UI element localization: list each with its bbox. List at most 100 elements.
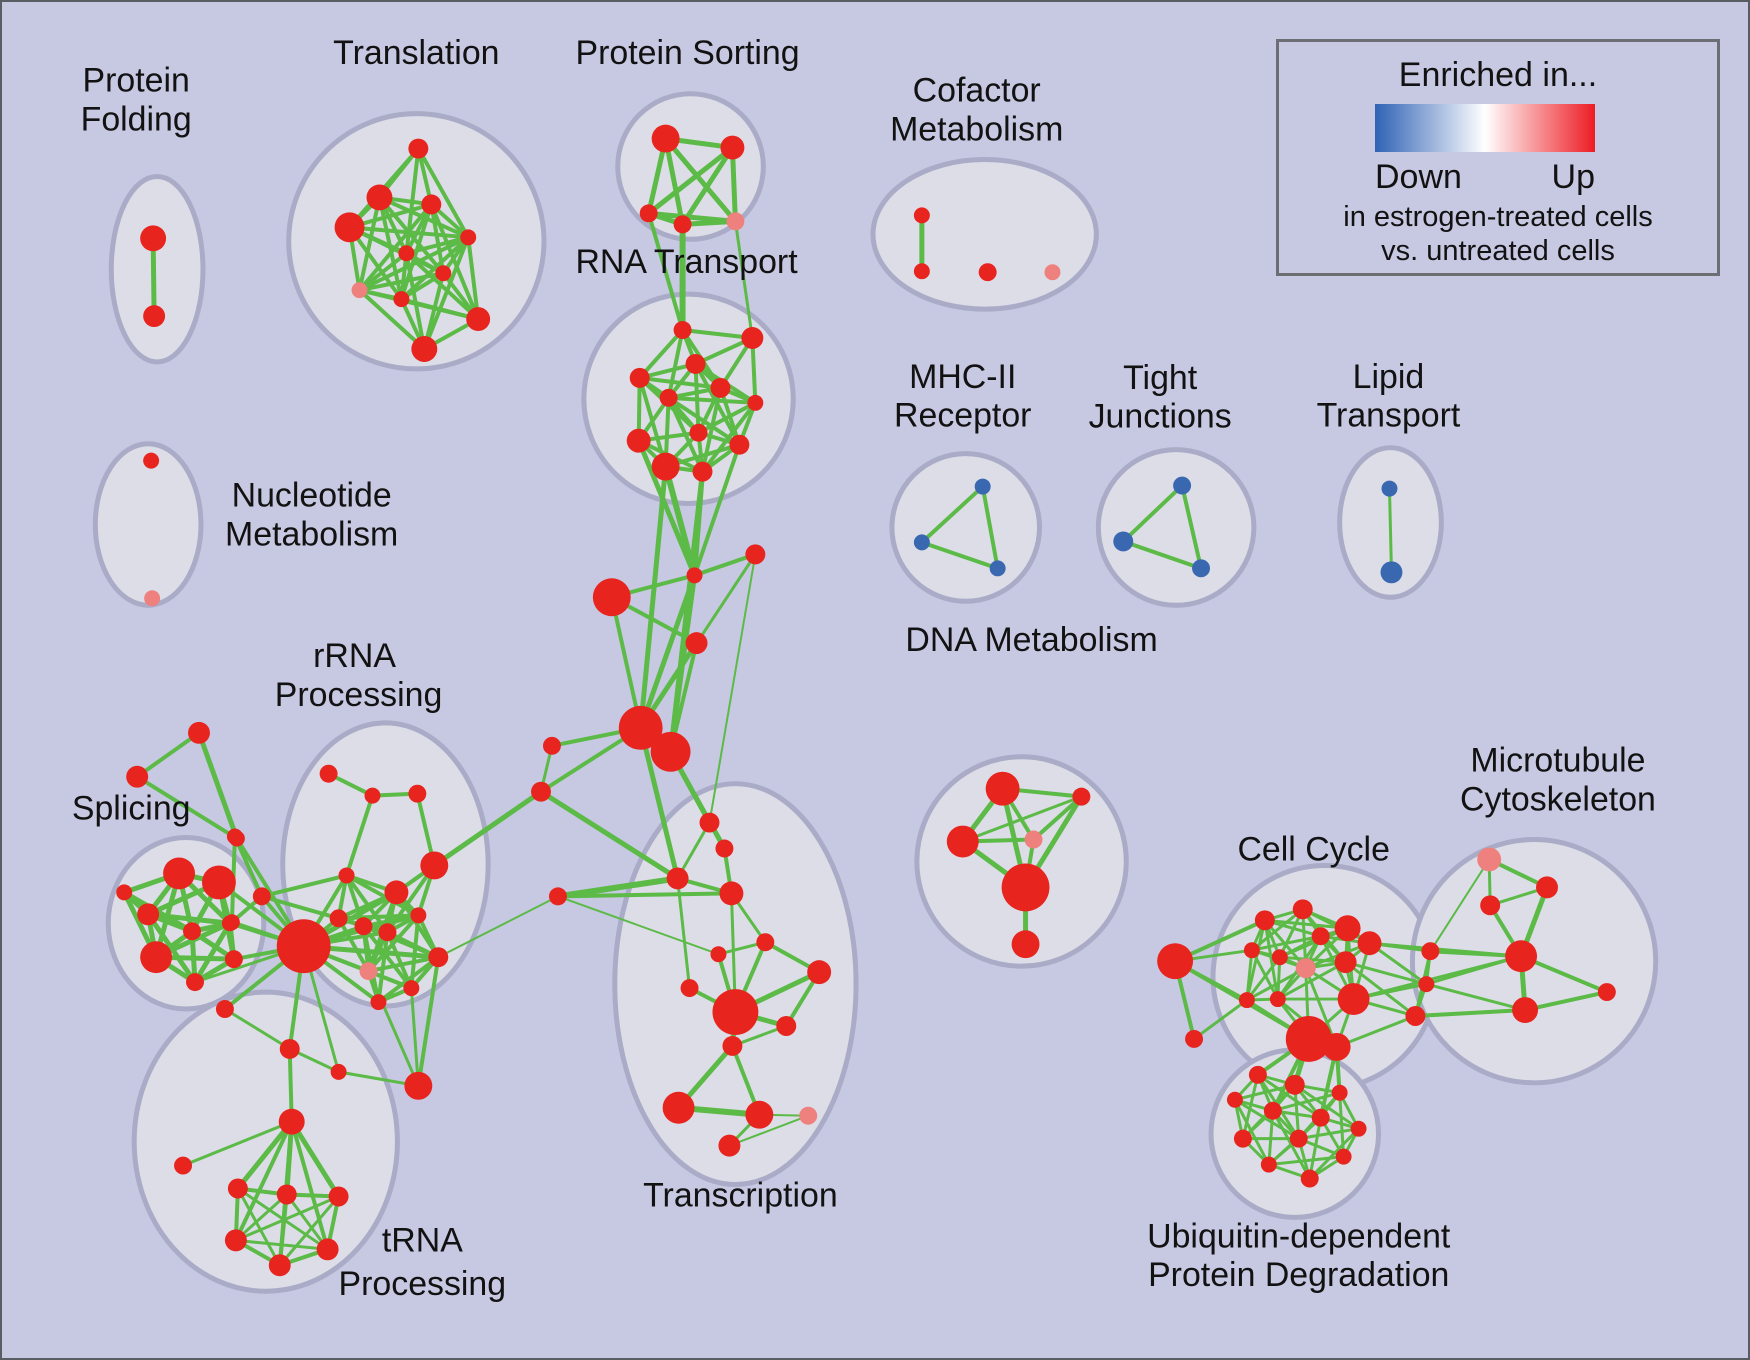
edge bbox=[232, 834, 264, 899]
node-tr-2 bbox=[666, 867, 689, 890]
node-bb-6 bbox=[542, 736, 561, 755]
node-ps-3 bbox=[673, 215, 692, 234]
edge bbox=[666, 328, 685, 400]
edge bbox=[135, 774, 239, 841]
node-rt-0 bbox=[673, 321, 692, 340]
node-dna-0 bbox=[985, 771, 1020, 806]
node-tl-3 bbox=[334, 212, 365, 243]
edge bbox=[366, 913, 421, 974]
node-rrna-7 bbox=[223, 914, 240, 931]
edge bbox=[676, 876, 692, 990]
node-tl-5 bbox=[398, 245, 415, 262]
node-stri-1 bbox=[126, 765, 149, 788]
legend-caption: in estrogen-treated cells vs. untreated … bbox=[1279, 200, 1717, 268]
edge bbox=[609, 595, 643, 730]
node-ub-6 bbox=[1350, 1120, 1367, 1137]
node-trna-2 bbox=[330, 1063, 347, 1080]
node-mt-3 bbox=[1505, 940, 1538, 973]
edge bbox=[646, 211, 685, 333]
edge bbox=[1344, 960, 1428, 986]
edge bbox=[638, 464, 669, 731]
edge bbox=[181, 1120, 294, 1168]
node-cc-5 bbox=[1311, 927, 1330, 946]
edge bbox=[135, 730, 201, 779]
node-trna-6 bbox=[227, 1178, 248, 1199]
edge bbox=[1245, 966, 1308, 1002]
edge bbox=[1031, 794, 1084, 842]
edge bbox=[347, 225, 471, 240]
node-cc-6 bbox=[1243, 942, 1260, 959]
node-rrna-17 bbox=[370, 994, 387, 1011]
node-rrna-2 bbox=[408, 784, 427, 803]
node-trna-10 bbox=[316, 1238, 339, 1261]
cluster-bubble-mhc bbox=[889, 451, 1043, 604]
node-rt-11 bbox=[692, 461, 713, 482]
cluster-label-ps-0: Protein Sorting bbox=[576, 34, 800, 72]
cluster-label-cf-1: Metabolism bbox=[890, 111, 1063, 149]
edge bbox=[1241, 1073, 1260, 1141]
cluster-label-rrna-1: Processing bbox=[275, 676, 443, 714]
node-rt-4 bbox=[710, 377, 731, 398]
edge bbox=[259, 873, 349, 899]
cluster-label-ub-1: Protein Degradation bbox=[1148, 1256, 1449, 1294]
edge bbox=[1413, 1008, 1528, 1019]
node-ub-10 bbox=[1260, 1156, 1277, 1173]
edge bbox=[289, 1119, 342, 1199]
edge bbox=[416, 955, 441, 1088]
node-rrna-16 bbox=[403, 980, 420, 997]
cluster-label-mt-1: Cytoskeleton bbox=[1460, 781, 1656, 819]
legend-down-label: Down bbox=[1375, 158, 1462, 196]
node-tr-11 bbox=[662, 1091, 695, 1124]
node-cc-2 bbox=[1292, 899, 1313, 920]
node-cc-10 bbox=[1337, 983, 1370, 1016]
edge bbox=[1263, 918, 1350, 930]
edge bbox=[409, 986, 420, 1088]
edge bbox=[377, 195, 446, 276]
cluster-label-pf-1: Folding bbox=[81, 101, 192, 139]
node-rrna-0 bbox=[319, 764, 338, 783]
edge bbox=[556, 895, 720, 956]
edge bbox=[196, 730, 240, 842]
node-tr-9 bbox=[776, 1016, 797, 1036]
cluster-label-rt-0: RNA Transport bbox=[575, 243, 798, 281]
node-tl-10 bbox=[411, 336, 438, 362]
node-tr-3 bbox=[719, 881, 744, 906]
node-tl-4 bbox=[460, 229, 477, 246]
edge bbox=[357, 195, 382, 293]
node-rrna-15 bbox=[428, 947, 449, 968]
cluster-label-mhc-0: MHC-II bbox=[909, 358, 1016, 396]
edge bbox=[1271, 1091, 1342, 1113]
node-bb-3 bbox=[685, 632, 708, 655]
edge bbox=[289, 1119, 330, 1252]
node-cc-4 bbox=[1357, 931, 1382, 956]
edge bbox=[919, 540, 1000, 571]
edge bbox=[919, 484, 985, 545]
edge bbox=[1523, 990, 1609, 1013]
cluster-bubble-trna bbox=[131, 989, 400, 1294]
edge bbox=[357, 271, 446, 293]
edge bbox=[416, 146, 471, 240]
edge bbox=[234, 1192, 289, 1242]
edge bbox=[357, 235, 471, 293]
edge bbox=[980, 484, 1000, 571]
node-mhc-1 bbox=[913, 534, 930, 551]
nodes-layer bbox=[116, 124, 1616, 1277]
node-ub-9 bbox=[1335, 1148, 1352, 1165]
edge bbox=[234, 1238, 330, 1251]
edge bbox=[1335, 1014, 1417, 1049]
node-lt-0 bbox=[1381, 480, 1398, 497]
node-rrna-9 bbox=[354, 917, 373, 936]
edge bbox=[733, 219, 754, 340]
node-ps-2 bbox=[639, 204, 658, 223]
node-nm-1 bbox=[144, 590, 161, 607]
edge bbox=[437, 895, 559, 959]
node-dna-4 bbox=[1001, 863, 1050, 912]
edge bbox=[357, 288, 427, 351]
node-mt-1 bbox=[1536, 876, 1558, 899]
edge bbox=[1368, 941, 1523, 958]
edge bbox=[1256, 1073, 1323, 1120]
node-trna-5 bbox=[174, 1156, 193, 1175]
node-cc-15 bbox=[1185, 1029, 1204, 1048]
edge bbox=[1308, 1116, 1323, 1181]
